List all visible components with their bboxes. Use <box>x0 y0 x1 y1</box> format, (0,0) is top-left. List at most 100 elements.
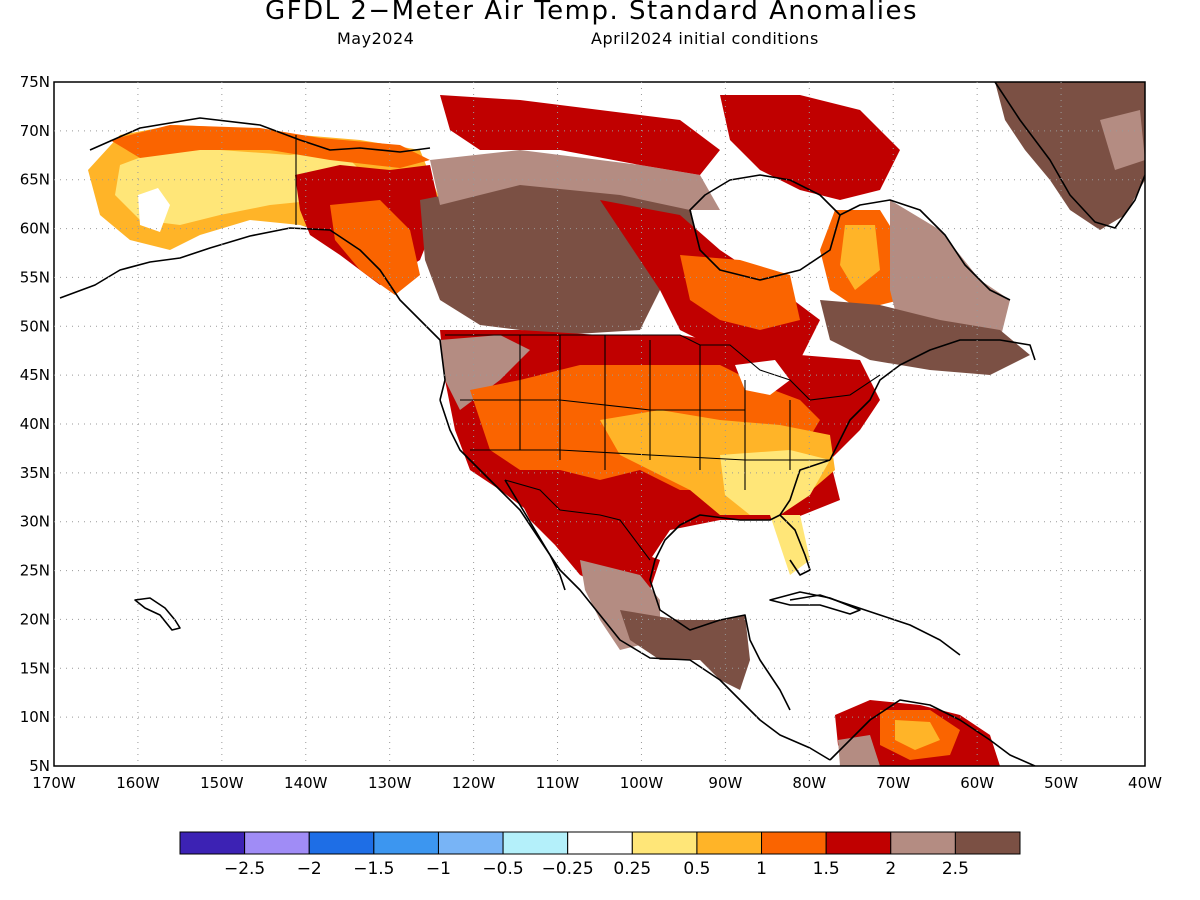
border-states-a <box>519 335 791 490</box>
legend-label: 2.5 <box>942 859 969 879</box>
lon-label: 70W <box>876 774 910 792</box>
lon-label: 140W <box>284 774 328 792</box>
lon-label: 100W <box>620 774 664 792</box>
chart-title: GFDL 2−Meter Air Temp. Standard Anomalie… <box>264 0 919 26</box>
lat-label: 25N <box>20 562 50 580</box>
anomaly-region-bc <box>330 200 420 295</box>
lon-label: 80W <box>792 774 826 792</box>
anomaly-region-us-northwest-tan <box>440 335 530 410</box>
anomaly-region-arctic-red <box>440 95 720 175</box>
color-scale-legend: −2.5 −2 −1.5 −1 −0.5 −0.25 0.25 0.5 1 1.5 2 2.5 <box>179 831 1021 879</box>
anomaly-region-colombia-tan <box>838 735 880 766</box>
legend-label: −2.5 <box>224 859 265 879</box>
anomaly-region-great-lakes <box>735 360 790 395</box>
coastline-florida <box>779 514 811 576</box>
anomaly-region-maritimes <box>820 300 1030 375</box>
political-borders <box>295 135 881 561</box>
lon-label: 40W <box>1128 774 1162 792</box>
anomaly-region-alaska-mild <box>115 150 360 225</box>
anomaly-region-florida <box>770 515 810 575</box>
lat-label: 60N <box>20 220 50 238</box>
lon-label: 170W <box>32 774 76 792</box>
legend-label: −2 <box>297 859 322 879</box>
legend-swatch <box>502 831 569 855</box>
lat-label: 50N <box>20 317 50 335</box>
coastline-greenland <box>994 82 1145 229</box>
map-gridlines <box>54 82 1145 766</box>
anomaly-region-mexico-red <box>520 500 660 590</box>
legend-swatch <box>761 831 827 855</box>
border-us-canada <box>445 334 881 401</box>
lon-label: 90W <box>708 774 742 792</box>
lat-label: 5N <box>29 757 50 775</box>
initial-conditions: April2024 initial conditions <box>591 29 819 48</box>
coastline-caribbean <box>789 594 961 656</box>
lat-label: 65N <box>20 171 50 189</box>
lat-label: 35N <box>20 464 50 482</box>
coastline-hawaii <box>134 597 181 631</box>
legend-swatch <box>890 831 956 855</box>
legend-swatch <box>631 831 698 855</box>
legend-label: −1.5 <box>353 859 394 879</box>
anomaly-fields <box>88 82 1145 766</box>
legend-swatch <box>179 831 246 855</box>
coastline-alaska-north <box>89 117 431 153</box>
lon-label: 50W <box>1044 774 1078 792</box>
border-us-mexico <box>504 479 651 561</box>
legend-label: −0.5 <box>482 859 523 879</box>
legend-swatch <box>244 831 310 855</box>
lon-label: 130W <box>368 774 412 792</box>
legend-swatch <box>696 831 763 855</box>
border-states-b <box>460 399 830 461</box>
anomaly-region-canada-tan <box>430 150 720 210</box>
lon-label: 60W <box>960 774 994 792</box>
legend-label: 1 <box>756 859 767 879</box>
anomaly-region-alaska-neutral <box>138 188 170 232</box>
anomaly-region-central-america <box>620 610 750 690</box>
coastline-west-us <box>439 399 831 761</box>
lat-label: 40N <box>20 415 50 433</box>
legend-swatch <box>567 831 633 855</box>
anomaly-region-southeast-mild <box>720 450 830 515</box>
coastlines <box>59 82 1145 766</box>
coastline-labrador <box>839 199 1011 301</box>
lat-label: 15N <box>20 659 50 677</box>
forecast-month: May2024 <box>337 29 415 48</box>
anomaly-region-alaska-north <box>110 125 430 168</box>
anomaly-region-quebec-mild <box>840 225 880 290</box>
lon-label: 110W <box>536 774 580 792</box>
legend-label: −1 <box>426 859 451 879</box>
legend-swatch <box>954 831 1021 855</box>
coastline-alaska <box>59 227 446 401</box>
coastline-east-us <box>829 339 1036 461</box>
legend-swatch <box>437 831 504 855</box>
legend-swatch <box>373 831 439 855</box>
legend-label: 2 <box>885 859 896 879</box>
legend-swatch <box>308 831 375 855</box>
legend-swatch <box>825 831 892 855</box>
coastline-south-america <box>829 699 1036 766</box>
legend-label: −0.25 <box>542 859 594 879</box>
coastline-baja <box>504 479 566 591</box>
lat-label: 45N <box>20 366 50 384</box>
legend-label: 0.5 <box>683 859 710 879</box>
legend-label: 0.25 <box>613 859 651 879</box>
coastline-cuba <box>769 591 861 615</box>
anomaly-region-ontario <box>680 255 800 330</box>
lat-label: 20N <box>20 610 50 628</box>
legend-label: 1.5 <box>813 859 840 879</box>
lon-label: 120W <box>452 774 496 792</box>
anomaly-region-quebec-red <box>720 95 900 200</box>
lat-label: 75N <box>20 73 50 91</box>
lon-label: 160W <box>116 774 160 792</box>
anomaly-region-venezuela-mild <box>895 720 940 750</box>
anomaly-region-labrador <box>890 200 1010 350</box>
lat-label: 70N <box>20 122 50 140</box>
lat-label: 55N <box>20 268 50 286</box>
anomaly-region-greenland-tan <box>1100 110 1145 170</box>
lon-label: 150W <box>200 774 244 792</box>
lat-label: 30N <box>20 513 50 531</box>
longitude-labels: 170W 160W 150W 140W 130W 120W 110W 100W 90W 80W 70… <box>32 774 1162 792</box>
lat-label: 10N <box>20 708 50 726</box>
